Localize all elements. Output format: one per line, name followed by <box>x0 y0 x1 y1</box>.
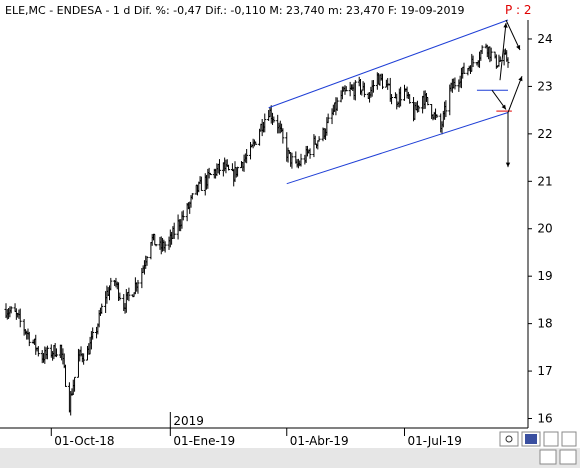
price-bar <box>435 114 439 119</box>
price-bar <box>371 80 375 93</box>
price-bar <box>453 77 457 90</box>
y-tick-label: 19 <box>537 269 552 283</box>
price-bar <box>136 279 140 294</box>
price-bar <box>353 80 357 101</box>
price-bar <box>9 306 13 314</box>
price-bar <box>82 353 86 365</box>
save-icon <box>525 434 537 444</box>
price-bar <box>227 164 231 171</box>
price-bar <box>263 113 267 133</box>
price-bar <box>462 62 466 74</box>
price-bar <box>308 148 312 159</box>
arrow-up-from-lower <box>507 76 523 113</box>
price-bar <box>36 346 40 357</box>
x-tick-label: 01-Abr-19 <box>290 434 349 448</box>
chart-header: ELE,MC - ENDESA - 1 d Dif. %: -0,47 Dif.… <box>5 4 465 17</box>
toolbar-buttons <box>499 431 577 465</box>
bottom-toolbar <box>0 448 580 468</box>
arrow-down-from-upper <box>505 19 521 51</box>
x-tick-label: 01-Oct-18 <box>54 434 114 448</box>
price-bar <box>335 97 339 111</box>
price-bar <box>281 128 285 144</box>
price-bar <box>489 47 493 62</box>
price-bar <box>299 153 303 167</box>
price-bar <box>272 116 276 123</box>
price-bar <box>73 376 77 392</box>
year-marker-label: 2019 <box>173 414 204 428</box>
x-axis-ticks: 01-Oct-18 01-Ene-19 01-Abr-19 01-Jul-19 2019 <box>50 412 462 448</box>
price-bar <box>236 166 240 177</box>
y-axis-ticks: 16 17 18 19 20 21 22 23 24 <box>528 32 553 426</box>
x-tick-label: 01-Ene-19 <box>173 434 235 448</box>
arrow-down-to-lower <box>491 89 507 110</box>
zoom-icon <box>505 435 513 443</box>
x-tick-label: 01-Jul-19 <box>407 434 461 448</box>
arrow-breakdown <box>505 112 511 168</box>
price-bar <box>254 141 258 145</box>
price-bar <box>399 86 403 107</box>
price-bar <box>145 256 149 266</box>
price-bar <box>100 303 104 314</box>
price-bar <box>362 82 366 98</box>
price-bar <box>154 244 158 247</box>
price-bar <box>290 152 294 169</box>
price-bar <box>444 100 448 118</box>
channel-lower-line <box>286 112 509 185</box>
arrow-up-to-upper <box>499 22 508 81</box>
trend-overlays <box>268 19 523 185</box>
price-bar <box>109 277 113 291</box>
price-bar <box>390 94 394 105</box>
price-bar <box>118 292 122 301</box>
y-tick-label: 16 <box>537 412 552 426</box>
price-bar <box>27 331 31 347</box>
y-tick-label: 22 <box>537 127 552 141</box>
cursor-button[interactable] <box>543 431 559 447</box>
price-bar <box>498 56 502 62</box>
price-bar <box>18 308 22 328</box>
price-bar <box>506 57 510 68</box>
price-bar <box>471 55 475 67</box>
price-bar <box>245 148 249 164</box>
price-bar <box>181 210 185 221</box>
zoom-out-button[interactable] <box>539 449 557 465</box>
price-bar <box>190 193 194 200</box>
price-bar <box>381 73 384 90</box>
y-tick-label: 17 <box>537 364 552 378</box>
price-bar <box>217 159 221 175</box>
price-bar <box>172 222 176 239</box>
price-bars <box>4 43 510 416</box>
price-bar <box>408 94 412 104</box>
zoom-in-button[interactable] <box>559 449 577 465</box>
price-bar <box>426 96 430 106</box>
price-bar <box>344 86 348 92</box>
price-bar <box>91 327 95 340</box>
price-bar <box>417 105 421 113</box>
y-tick-label: 18 <box>537 317 552 331</box>
price-bar <box>480 45 484 54</box>
y-tick-label: 21 <box>537 174 552 188</box>
period-label: P : 2 <box>505 3 532 17</box>
y-tick-label: 24 <box>537 32 552 46</box>
y-tick-label: 20 <box>537 222 552 236</box>
channel-upper-line <box>268 19 509 109</box>
chart-type-button[interactable] <box>561 431 577 447</box>
y-tick-label: 23 <box>537 79 552 93</box>
zoom-button[interactable] <box>499 431 519 447</box>
price-bar <box>45 345 49 360</box>
price-bar <box>163 241 167 253</box>
price-bar <box>317 136 321 142</box>
price-bar <box>199 176 203 191</box>
price-bar <box>54 348 58 358</box>
price-bar <box>208 172 212 176</box>
price-bar <box>127 287 131 302</box>
price-bar <box>326 113 330 124</box>
price-bar <box>64 364 68 387</box>
